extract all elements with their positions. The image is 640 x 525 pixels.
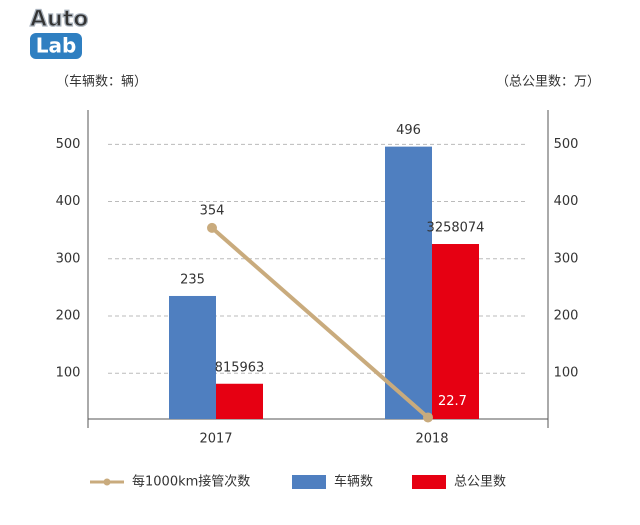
line-point xyxy=(423,412,433,423)
y-tick-label: 300 xyxy=(56,251,81,266)
bar xyxy=(432,244,479,419)
logo-top: Auto xyxy=(30,7,88,32)
data-label: 354 xyxy=(200,203,225,218)
y-tick-label: 400 xyxy=(56,194,81,209)
data-label: 496 xyxy=(396,123,421,138)
y2-tick-label: 200 xyxy=(554,309,579,324)
line-point xyxy=(207,222,217,233)
legend-swatch xyxy=(292,475,326,489)
legend-swatch xyxy=(412,475,446,489)
legend-label: 总公里数 xyxy=(454,475,506,490)
logo-box xyxy=(30,33,82,59)
legend-label: 每1000km接管次数 xyxy=(132,474,250,490)
y-tick-label: 200 xyxy=(56,309,81,324)
y2-tick-label: 300 xyxy=(554,251,579,266)
bar xyxy=(169,295,216,419)
y2-tick-label: 400 xyxy=(554,194,579,209)
y-tick-label: 100 xyxy=(56,366,81,381)
legend-marker xyxy=(103,478,111,486)
y-axis-label: （车辆数：辆） xyxy=(56,74,147,90)
x-tick-label: 2018 xyxy=(415,432,448,447)
y2-tick-label: 500 xyxy=(554,137,579,152)
x-tick-label: 2017 xyxy=(199,432,232,447)
bar xyxy=(216,383,263,419)
data-label: 22.7 xyxy=(438,394,467,409)
data-label: 235 xyxy=(180,272,205,287)
line xyxy=(210,226,430,419)
logo-bottom: Lab xyxy=(36,34,77,58)
data-label: 3258074 xyxy=(427,221,485,236)
y2-axis-label: （总公里数：万） xyxy=(496,75,600,90)
legend-label: 车辆数 xyxy=(334,474,373,490)
y2-tick-label: 100 xyxy=(554,366,579,381)
data-label: 815963 xyxy=(215,360,265,375)
y-tick-label: 500 xyxy=(56,137,81,152)
bar xyxy=(385,146,432,419)
